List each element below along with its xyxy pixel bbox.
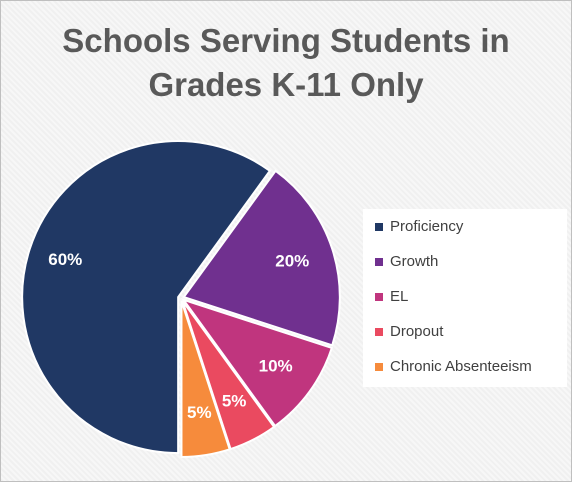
legend-label: Proficiency <box>390 218 464 235</box>
legend-swatch <box>375 363 383 371</box>
data-label: 5% <box>187 403 212 422</box>
data-label: 10% <box>259 356 293 375</box>
data-label: 20% <box>275 251 309 270</box>
legend-swatch <box>375 328 383 336</box>
chart-title: Schools Serving Students in Grades K-11 … <box>62 22 510 103</box>
data-label: 5% <box>222 392 247 411</box>
legend-label: EL <box>390 288 408 305</box>
legend-swatch <box>375 223 383 231</box>
legend-swatch <box>375 293 383 301</box>
pie-slice <box>182 169 341 347</box>
pie-slice <box>180 300 231 458</box>
pie-slice <box>21 140 272 455</box>
legend-label: Growth <box>390 253 438 270</box>
legend-label: Chronic Absenteeism <box>390 358 532 375</box>
legend-swatch <box>375 258 383 266</box>
data-label: 60% <box>48 250 82 269</box>
legend-label: Dropout <box>390 323 444 340</box>
pie-slice <box>180 297 334 428</box>
legend-box <box>363 209 567 387</box>
